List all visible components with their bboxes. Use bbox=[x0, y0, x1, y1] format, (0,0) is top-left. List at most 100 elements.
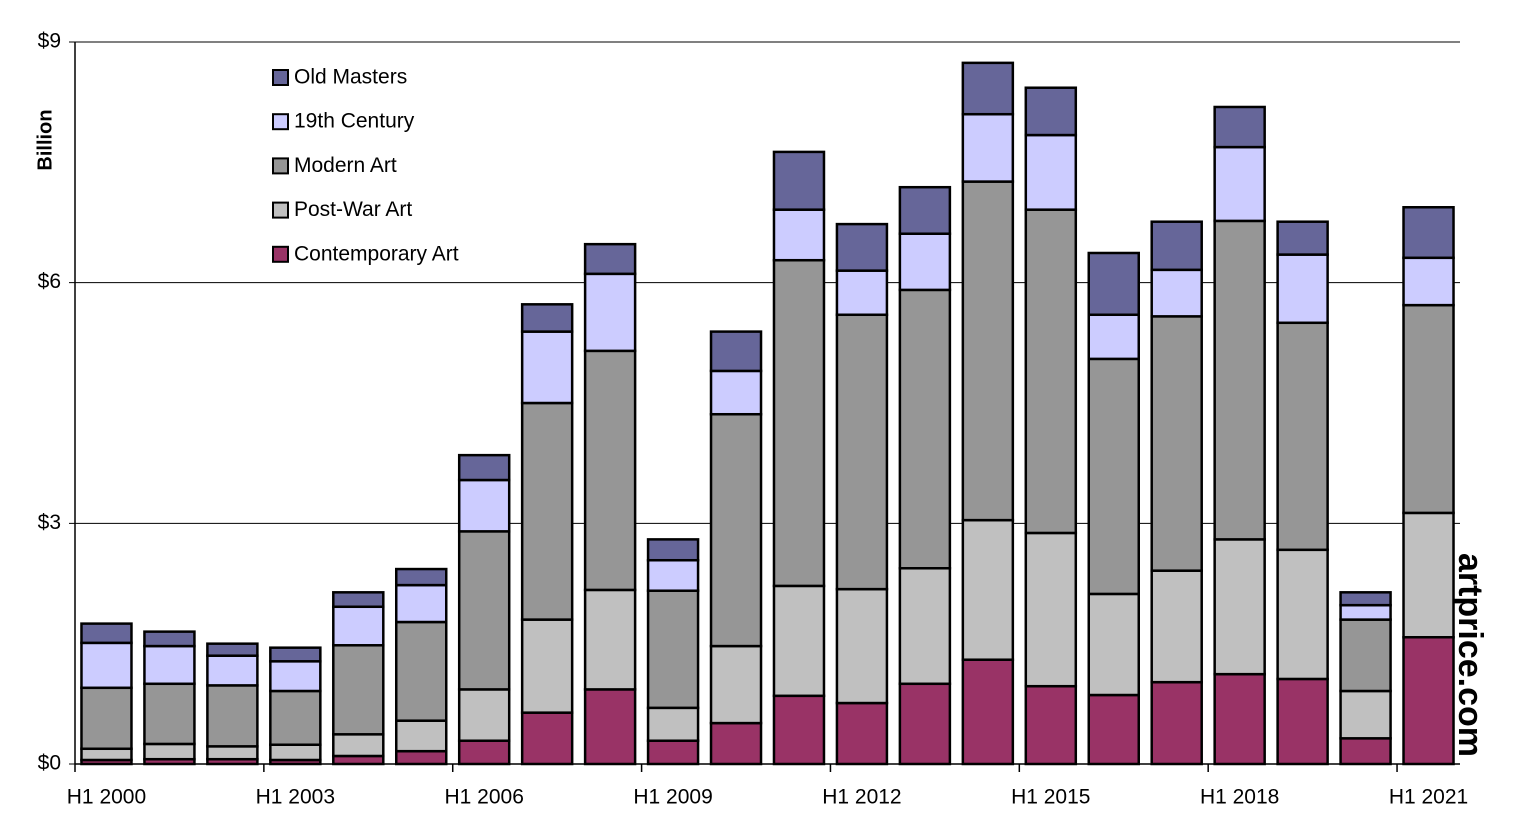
bar-segment bbox=[835, 269, 889, 317]
x-tick-label: H1 2003 bbox=[256, 786, 335, 809]
bar-segment bbox=[206, 642, 259, 657]
bar-segment bbox=[1024, 208, 1078, 535]
bar-segment bbox=[1213, 672, 1266, 766]
bar-segment bbox=[646, 558, 700, 592]
bar-segment bbox=[206, 745, 259, 761]
bar-segment bbox=[898, 567, 952, 686]
x-tick-label: H1 2018 bbox=[1200, 786, 1279, 809]
bar-segment bbox=[709, 330, 763, 373]
bar-segment bbox=[898, 232, 952, 292]
bar-segment bbox=[1339, 737, 1392, 766]
bar-segment bbox=[143, 742, 196, 761]
bar-segment bbox=[1150, 680, 1203, 766]
bar-segment bbox=[1339, 591, 1392, 607]
bar-segment bbox=[269, 660, 322, 693]
bar-segment bbox=[80, 686, 133, 751]
legend-label: Old Masters bbox=[294, 66, 407, 89]
bar-segment bbox=[1402, 511, 1455, 639]
bar-segment bbox=[1213, 105, 1266, 149]
legend-swatch bbox=[272, 69, 289, 86]
bar-segment bbox=[772, 584, 826, 698]
bar-segment bbox=[583, 349, 637, 592]
bar-segment bbox=[457, 478, 511, 533]
bar-segment bbox=[520, 618, 574, 714]
bar-segment bbox=[961, 658, 1015, 766]
x-tick-label: H1 2009 bbox=[633, 786, 712, 809]
bar-segment bbox=[772, 150, 826, 211]
bar-segment bbox=[206, 684, 259, 748]
bar-segment bbox=[835, 313, 889, 591]
bar-segment bbox=[1213, 538, 1266, 676]
bar-segment bbox=[1339, 689, 1392, 740]
bar-segment bbox=[772, 694, 826, 766]
bar-segment bbox=[1339, 618, 1392, 693]
x-tick-label: H1 2015 bbox=[1011, 786, 1090, 809]
bar-segment bbox=[457, 739, 511, 766]
bar-segment bbox=[835, 587, 889, 705]
legend-swatch bbox=[272, 201, 289, 219]
bar-segment bbox=[583, 272, 637, 353]
bar-segment bbox=[1087, 357, 1140, 596]
bar-segment bbox=[143, 682, 196, 746]
legend-label: Modern Art bbox=[294, 154, 397, 177]
bar-segment bbox=[646, 589, 700, 710]
bar-segment bbox=[898, 288, 952, 570]
x-tick-label: H1 2006 bbox=[445, 786, 524, 809]
bar-segment bbox=[1150, 315, 1203, 572]
bar-segment bbox=[395, 620, 448, 722]
bar-segment bbox=[332, 605, 385, 647]
bar-segment bbox=[709, 369, 763, 416]
legend-swatch bbox=[272, 157, 289, 175]
bar-segment bbox=[1024, 86, 1078, 137]
bar-segment bbox=[583, 688, 637, 766]
bar-segment bbox=[80, 641, 133, 690]
bar-segment bbox=[395, 749, 448, 766]
legend-swatch bbox=[272, 113, 289, 131]
y-tick-label: $0 bbox=[38, 752, 61, 775]
bar-segment bbox=[835, 222, 889, 272]
bar-segment bbox=[772, 208, 826, 262]
bar-segment bbox=[269, 646, 322, 663]
y-tick-label: $3 bbox=[38, 511, 61, 534]
bar-segment bbox=[1024, 133, 1078, 211]
bar-segment bbox=[1276, 253, 1329, 325]
bar-segment bbox=[646, 706, 700, 742]
bar-segment bbox=[395, 583, 448, 624]
bar-segment bbox=[1087, 693, 1140, 766]
bar-segment bbox=[772, 258, 826, 588]
bar-segment bbox=[1024, 684, 1078, 766]
bar-segment bbox=[332, 644, 385, 736]
bar-segment bbox=[1402, 303, 1455, 515]
bar-segment bbox=[395, 567, 448, 587]
legend-swatch bbox=[272, 245, 289, 263]
bar-segment bbox=[1150, 268, 1203, 318]
bar-segment bbox=[332, 733, 385, 758]
watermark: artprice.com bbox=[1451, 553, 1489, 757]
bar-segment bbox=[961, 180, 1015, 522]
bar-segment bbox=[143, 644, 196, 686]
bar-segment bbox=[898, 185, 952, 235]
bar-segment bbox=[206, 654, 259, 687]
legend-label: Post-War Art bbox=[294, 198, 412, 221]
bar-segment bbox=[1087, 592, 1140, 697]
bar-segment bbox=[80, 622, 133, 645]
bar-segment bbox=[143, 630, 196, 648]
bar-segment bbox=[835, 701, 889, 766]
bar-segment bbox=[395, 719, 448, 753]
bar-segment bbox=[1213, 219, 1266, 541]
bar-segment bbox=[1213, 145, 1266, 223]
bar-segment bbox=[1087, 251, 1140, 317]
bar-segment bbox=[457, 453, 511, 482]
bar-segment bbox=[1339, 603, 1392, 621]
bar-segment bbox=[583, 588, 637, 691]
bar-segment bbox=[898, 682, 952, 766]
y-tick-label: $6 bbox=[38, 270, 61, 293]
bar-segment bbox=[1402, 206, 1455, 260]
legend-label: Contemporary Art bbox=[294, 242, 459, 265]
bar-segment bbox=[961, 112, 1015, 183]
bar-segment bbox=[457, 530, 511, 691]
bar-segment bbox=[80, 747, 133, 762]
bar-segment bbox=[709, 644, 763, 725]
x-tick-label: H1 2012 bbox=[822, 786, 901, 809]
